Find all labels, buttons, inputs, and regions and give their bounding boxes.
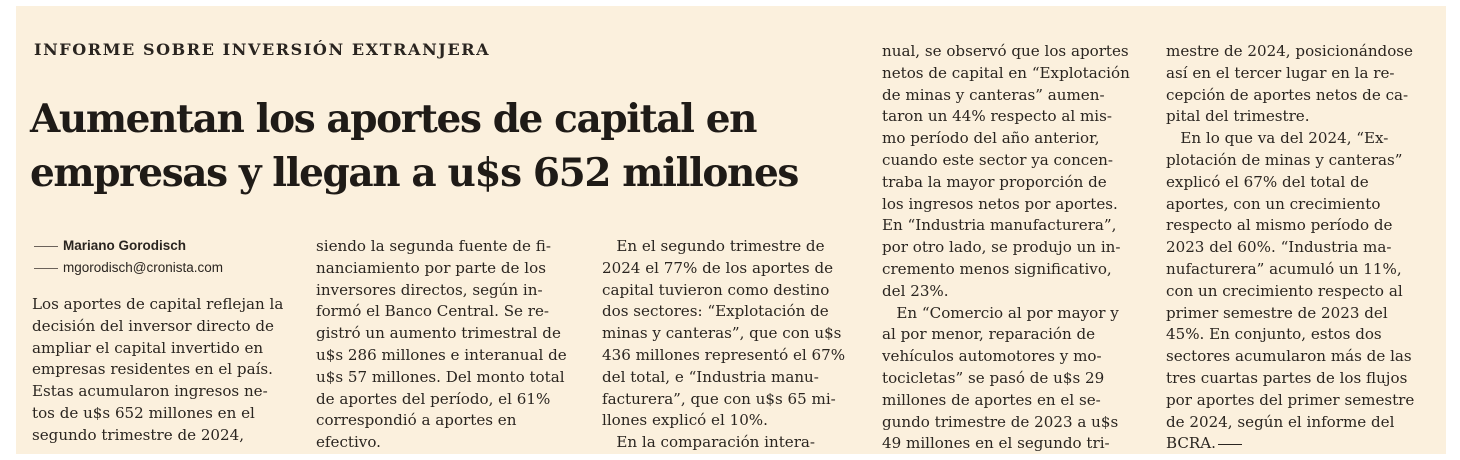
article-text-line: En la comparación intera- xyxy=(602,433,816,452)
byline-author-row: Mariano Gorodisch xyxy=(34,235,223,257)
article-text-line: taron un 44% respecto al mis- xyxy=(882,107,1112,126)
article-text-line: del total, e “Industria manu- xyxy=(602,367,819,386)
article-text-line: empresas residentes en el país. xyxy=(32,360,273,379)
article-text-line: respecto al mismo período de xyxy=(1166,216,1393,235)
article-text-line: inversores directos, según in- xyxy=(316,280,543,299)
article-text-line: vehículos automotores y mo- xyxy=(882,347,1102,366)
section-kicker: INFORME SOBRE INVERSIÓN EXTRANJERA xyxy=(34,40,491,59)
article-text-line: formó el Banco Central. Se re- xyxy=(316,302,550,321)
article-text-line: gistró un aumento trimestral de xyxy=(316,324,561,343)
article-text-line: minas y canteras”, que con u$s xyxy=(602,324,842,343)
headline-line-2: empresas y llegan a u$s 652 millones xyxy=(30,150,799,196)
byline-email-row: mgorodisch@cronista.com xyxy=(34,257,223,279)
article-text-line: llones explicó el 10%. xyxy=(602,411,768,430)
article-text-line: tres cuartas partes de los flujos xyxy=(1166,368,1408,387)
article-text-line: facturera”, que con u$s 65 mi- xyxy=(602,389,836,408)
author-name: Mariano Gorodisch xyxy=(63,238,187,253)
article-text-line: 49 millones en el segundo tri- xyxy=(882,434,1110,453)
article-text-line: por aportes del primer semestre xyxy=(1166,390,1415,409)
article-text-line: tocicletas” se pasó de u$s 29 xyxy=(882,368,1105,387)
article-column-2: siendo la segunda fuente de fi-nanciamie… xyxy=(316,236,578,454)
article-text-line: de minas y canteras” aumen- xyxy=(882,85,1105,104)
author-email: mgorodisch@cronista.com xyxy=(63,260,224,275)
article-text-line: Los aportes de capital reflejan la xyxy=(32,295,284,313)
newspaper-clipping: INFORME SOBRE INVERSIÓN EXTRANJERA Aumen… xyxy=(16,6,1446,454)
byline-rule xyxy=(34,245,58,247)
article-text-line: dos sectores: “Explotación de xyxy=(602,302,829,321)
byline-rule xyxy=(34,267,58,269)
article-column-4: nual, se observó que los aportes netos de… xyxy=(882,41,1144,454)
article-column-5: mestre de 2024, posicionándose así en el … xyxy=(1166,41,1428,454)
article-text-line: nanciamiento por parte de los xyxy=(316,258,546,277)
article-text-line: plotación de minas y canteras” xyxy=(1166,150,1403,169)
article-text-line: BCRA. xyxy=(1166,433,1428,454)
article-text-line: cepción de aportes netos de ca- xyxy=(1166,85,1409,104)
headline-line-1: Aumentan los aportes de capital en xyxy=(30,96,758,142)
article-text-line: En el segundo trimestre de xyxy=(602,237,825,255)
article-text-line: nufacturera” acumuló un 11%, xyxy=(1166,259,1402,278)
article-text-line: gundo trimestre de 2023 a u$s xyxy=(882,412,1119,431)
byline: Mariano Gorodisch mgorodisch@cronista.co… xyxy=(34,235,223,279)
article-text-line: 45%. En conjunto, estos dos xyxy=(1166,325,1382,344)
article-text-line: 436 millones representó el 67% xyxy=(602,345,846,364)
article-text-line: mestre de 2024, posicionándose xyxy=(1166,42,1413,60)
article-text-line: 2023 del 60%. “Industria ma- xyxy=(1166,238,1392,257)
article-text-line: aportes, con un crecimiento xyxy=(1166,194,1381,213)
end-of-article-mark xyxy=(1217,443,1242,445)
article-text-line: u$s 57 millones. Del monto total xyxy=(316,367,565,386)
article-text-line: tos de u$s 652 millones en el xyxy=(32,403,255,422)
article-text-line: u$s 286 millones e interanual de xyxy=(316,345,567,364)
article-text-line: netos de capital en “Explotación xyxy=(882,63,1130,82)
article-text-line: mo período del año anterior, xyxy=(882,129,1100,148)
article-text-line: correspondió a aportes en xyxy=(316,411,517,430)
article-text-line: pital del trimestre. xyxy=(1166,107,1310,126)
article-column-1: Los aportes de capital reflejan la decisi… xyxy=(32,294,290,447)
article-text-line: ampliar el capital invertido en xyxy=(32,338,264,357)
article-text-line: millones de aportes en el se- xyxy=(882,390,1101,409)
article-text-line: del 23%. xyxy=(882,281,949,300)
article-text-line: capital tuvieron como destino xyxy=(602,280,830,299)
article-text-line: de 2024, según el informe del xyxy=(1166,412,1395,431)
article-text-line: sectores acumularon más de las xyxy=(1166,347,1412,366)
article-text-line: al por menor, reparación de xyxy=(882,325,1096,344)
article-text-line: así en el tercer lugar en la re- xyxy=(1166,63,1395,82)
article-text-line: de aportes del período, el 61% xyxy=(316,389,551,408)
article-text-line: En lo que va del 2024, “Ex- xyxy=(1166,129,1389,148)
article-text-line: nual, se observó que los aportes xyxy=(882,42,1129,60)
article-text-line: primer semestre de 2023 del xyxy=(1166,303,1388,322)
article-text-line: los ingresos netos por aportes. xyxy=(882,194,1118,213)
article-text-line: con un crecimiento respecto al xyxy=(1166,281,1403,300)
article-text-line: cuando este sector ya concen- xyxy=(882,150,1114,169)
article-text-line: cremento menos significativo, xyxy=(882,259,1112,278)
article-text-line: 2024 el 77% de los aportes de xyxy=(602,258,834,277)
article-text-line: por otro lado, se produjo un in- xyxy=(882,238,1121,257)
article-text-line: traba la mayor proporción de xyxy=(882,172,1107,191)
article-text-line: En “Comercio al por mayor y xyxy=(882,303,1119,322)
article-text-line: Estas acumularon ingresos ne- xyxy=(32,382,268,401)
article-text-line: decisión del inversor directo de xyxy=(32,316,274,335)
article-text-line: efectivo. xyxy=(316,433,381,452)
article-column-3: En el segundo trimestre de 2024 el 77% de… xyxy=(602,236,866,454)
article-text-line: explicó el 67% del total de xyxy=(1166,172,1369,191)
article-text-line: segundo trimestre de 2024, xyxy=(32,425,245,444)
article-text-line: siendo la segunda fuente de fi- xyxy=(316,237,551,255)
headline: Aumentan los aportes de capital en empre… xyxy=(30,92,870,200)
article-text-line: En “Industria manufacturera”, xyxy=(882,216,1117,235)
